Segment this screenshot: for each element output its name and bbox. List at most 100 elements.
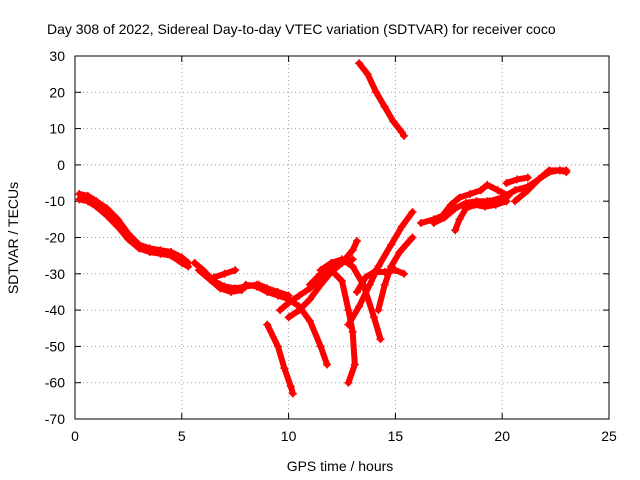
series-line [375, 234, 416, 314]
data-point [380, 280, 389, 289]
data-point [92, 202, 101, 211]
data-point [295, 306, 304, 315]
data-point [327, 266, 336, 275]
axis-ticks: 0 5 10 15 20 25 -70 -60 -50 -40 -30 -20 -10 0 10 20 30 [45, 48, 617, 444]
y-tick-label: 20 [49, 84, 65, 100]
data-point [483, 180, 492, 189]
data-point [397, 222, 406, 231]
series-arc-16 [355, 59, 408, 140]
series-arc-7 [254, 280, 293, 300]
data-point [124, 235, 133, 244]
x-axis-label: GPS time / hours [287, 458, 394, 474]
data-point [344, 320, 353, 329]
data-point [241, 280, 250, 289]
data-point [511, 186, 520, 195]
y-tick-label: 30 [49, 48, 65, 64]
series-line [76, 190, 192, 266]
data-point [387, 240, 396, 249]
x-tick-label: 5 [178, 428, 186, 444]
data-point [446, 200, 455, 209]
y-tick-label: -30 [45, 266, 65, 282]
data-series [75, 59, 571, 398]
x-tick-label: 10 [281, 428, 297, 444]
data-point [417, 218, 426, 227]
x-tick-label: 20 [494, 428, 510, 444]
data-point [284, 298, 293, 307]
x-tick-label: 25 [601, 428, 617, 444]
data-point [513, 175, 522, 184]
data-point [502, 179, 511, 188]
x-tick-label: 0 [71, 428, 79, 444]
data-point [498, 193, 507, 202]
data-point [344, 306, 353, 315]
data-point [156, 249, 165, 258]
data-point [75, 195, 84, 204]
data-point [523, 186, 532, 195]
series-line [255, 281, 292, 299]
data-point [352, 287, 361, 296]
data-point [263, 284, 272, 293]
data-point [316, 266, 325, 275]
data-point [355, 59, 364, 68]
data-point [295, 291, 304, 300]
data-point [534, 175, 543, 184]
data-point [348, 262, 357, 271]
data-point [466, 189, 475, 198]
chart-title: Day 308 of 2022, Sidereal Day-to-day VTE… [47, 21, 556, 37]
data-point [103, 211, 112, 220]
data-point [316, 342, 325, 351]
data-point [316, 280, 325, 289]
data-point [113, 215, 122, 224]
y-tick-label: -10 [45, 193, 65, 209]
series-arc-21 [511, 166, 571, 206]
y-tick-label: -70 [45, 411, 65, 427]
y-tick-label: -60 [45, 375, 65, 391]
data-point [348, 246, 357, 255]
data-point [363, 70, 372, 79]
data-point [305, 280, 314, 289]
data-point [476, 186, 485, 195]
data-point [440, 213, 449, 222]
data-point [103, 204, 112, 213]
data-point [263, 320, 272, 329]
x-tick-label: 15 [388, 428, 404, 444]
data-point [455, 215, 464, 224]
data-point [485, 197, 494, 206]
data-point [276, 306, 285, 315]
data-point [220, 269, 229, 278]
series-arc-13 [344, 208, 417, 329]
data-point [380, 102, 389, 111]
data-point [338, 255, 346, 264]
data-point [327, 258, 336, 267]
y-axis-label: SDTVAR / TECUs [5, 182, 21, 294]
data-point [145, 248, 154, 257]
data-point [374, 306, 383, 315]
data-point [493, 186, 502, 195]
data-point [305, 295, 314, 304]
data-point [370, 267, 379, 276]
data-point [355, 302, 364, 311]
data-point [194, 266, 203, 275]
data-point [286, 382, 295, 391]
series-arc-8 [263, 320, 297, 398]
data-point [273, 287, 282, 296]
data-point [113, 222, 122, 231]
y-tick-label: 10 [49, 121, 65, 137]
series-arc-5 [209, 266, 240, 282]
data-point [284, 313, 293, 322]
data-point [338, 277, 346, 286]
data-point [451, 204, 460, 213]
data-point [273, 342, 282, 351]
data-point [216, 284, 225, 293]
series-line [264, 321, 296, 397]
data-point [83, 197, 92, 206]
data-point [231, 266, 240, 275]
series-arc-15 [374, 233, 417, 315]
data-point [523, 173, 532, 182]
data-point [350, 360, 359, 369]
data-point [399, 131, 408, 140]
data-point [226, 287, 235, 296]
data-point [372, 88, 381, 97]
series-arc-11 [305, 266, 359, 387]
